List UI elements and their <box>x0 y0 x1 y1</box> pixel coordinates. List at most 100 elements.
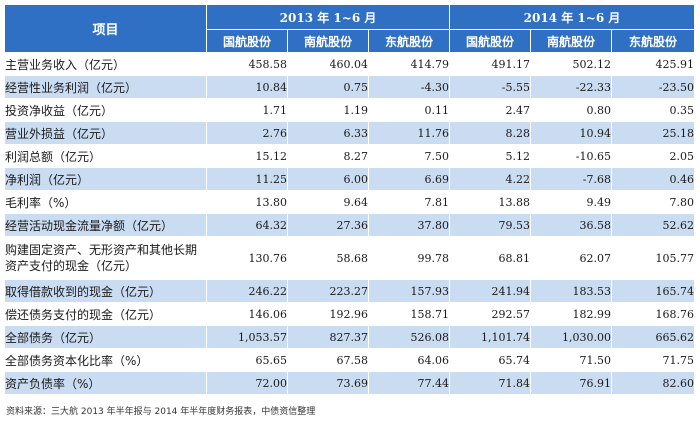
table-cell: 2.47 <box>449 98 531 122</box>
table-cell: 1,030.00 <box>530 325 612 349</box>
table-cell: 1,053.57 <box>206 325 288 349</box>
table-cell: 827.37 <box>287 325 369 349</box>
table-row: 净利润（亿元） 11.25 6.00 6.69 4.22 -7.68 0.46 <box>4 167 695 191</box>
table-cell: -5.55 <box>449 75 531 99</box>
row-label: 毛利率（%） <box>4 190 207 214</box>
table-cell: 71.50 <box>530 348 612 372</box>
table-cell: 4.22 <box>449 167 531 191</box>
row-label: 主营业务收入（亿元） <box>4 52 207 76</box>
item-column-header: 项目 <box>4 4 207 53</box>
table-cell: 105.77 <box>611 236 695 280</box>
row-label: 经营活动现金流量净额（亿元） <box>4 213 207 237</box>
table-cell: 13.88 <box>449 190 531 214</box>
table-cell: 7.50 <box>368 144 450 168</box>
table-cell: 2.05 <box>611 144 695 168</box>
table-cell: 460.04 <box>287 52 369 76</box>
table-cell: 82.60 <box>611 371 695 395</box>
table-cell: 71.84 <box>449 371 531 395</box>
table-cell: 1.71 <box>206 98 288 122</box>
company-header-air-china-2014: 国航股份 <box>449 29 531 53</box>
table-cell: 157.93 <box>368 279 450 303</box>
table-cell: 6.69 <box>368 167 450 191</box>
table-cell: 246.22 <box>206 279 288 303</box>
table-cell: 8.27 <box>287 144 369 168</box>
row-label: 全部债务（亿元） <box>4 325 207 349</box>
table-cell: 15.12 <box>206 144 288 168</box>
table-row: 利润总额（亿元） 15.12 8.27 7.50 5.12 -10.65 2.05 <box>4 144 695 168</box>
row-label: 全部债务资本化比率（%） <box>4 348 207 372</box>
table-cell: 72.00 <box>206 371 288 395</box>
table-row: 投资净收益（亿元） 1.71 1.19 0.11 2.47 0.80 0.35 <box>4 98 695 122</box>
row-label: 取得借款收到的现金（亿元） <box>4 279 207 303</box>
table-cell: 414.79 <box>368 52 450 76</box>
financial-comparison-table: 项目 2013 年 1~6 月 2014 年 1~6 月 国航股份 南航股份 东… <box>4 4 695 395</box>
table-cell: -4.30 <box>368 75 450 99</box>
company-header-china-southern-2013: 南航股份 <box>287 29 369 53</box>
table-cell: 5.12 <box>449 144 531 168</box>
table-cell: 146.06 <box>206 302 288 326</box>
row-label: 净利润（亿元） <box>4 167 207 191</box>
table-row: 毛利率（%） 13.80 9.64 7.81 13.88 9.49 7.80 <box>4 190 695 214</box>
table-cell: 1,101.74 <box>449 325 531 349</box>
table-row: 全部债务（亿元） 1,053.57 827.37 526.08 1,101.74 1,03… <box>4 325 695 349</box>
table-row: 全部债务资本化比率（%） 65.65 67.58 64.06 65.74 71.50 71.… <box>4 348 695 372</box>
table-cell: 68.81 <box>449 236 531 280</box>
period-header-2014: 2014 年 1~6 月 <box>449 4 695 30</box>
table-cell: 458.58 <box>206 52 288 76</box>
table-cell: 1.19 <box>287 98 369 122</box>
table-cell: 64.32 <box>206 213 288 237</box>
table-cell: 76.91 <box>530 371 612 395</box>
table-cell: 36.58 <box>530 213 612 237</box>
row-label: 营业外损益（亿元） <box>4 121 207 145</box>
row-label: 购建固定资产、无形资产和其他长期资产支付的现金（亿元） <box>4 236 207 280</box>
table-cell: 7.80 <box>611 190 695 214</box>
row-label: 资产负债率（%） <box>4 371 207 395</box>
table-cell: 0.75 <box>287 75 369 99</box>
table-cell: 9.64 <box>287 190 369 214</box>
table-cell: 502.12 <box>530 52 612 76</box>
table-cell: 192.96 <box>287 302 369 326</box>
table-cell: 10.94 <box>530 121 612 145</box>
table-cell: 58.68 <box>287 236 369 280</box>
table-cell: 79.53 <box>449 213 531 237</box>
table-cell: 64.06 <box>368 348 450 372</box>
company-header-china-eastern-2014: 东航股份 <box>611 29 695 53</box>
row-label: 经营性业务利润（亿元） <box>4 75 207 99</box>
table-cell: 52.62 <box>611 213 695 237</box>
table-cell: 11.25 <box>206 167 288 191</box>
table-row: 资产负债率（%） 72.00 73.69 77.44 71.84 76.91 82.60 <box>4 371 695 395</box>
table-cell: 71.75 <box>611 348 695 372</box>
table-cell: 27.36 <box>287 213 369 237</box>
table-row: 经营性业务利润（亿元） 10.84 0.75 -4.30 -5.55 -22.33 -23.… <box>4 75 695 99</box>
table-row: 主营业务收入（亿元） 458.58 460.04 414.79 491.17 502.12… <box>4 52 695 76</box>
company-header-china-southern-2014: 南航股份 <box>530 29 612 53</box>
table-cell: 491.17 <box>449 52 531 76</box>
table-row: 经营活动现金流量净额（亿元） 64.32 27.36 37.80 79.53 36.58 5… <box>4 213 695 237</box>
table-cell: 0.11 <box>368 98 450 122</box>
table-cell: 0.80 <box>530 98 612 122</box>
table-cell: 182.99 <box>530 302 612 326</box>
table-cell: 13.80 <box>206 190 288 214</box>
table-cell: 183.53 <box>530 279 612 303</box>
table-cell: 165.74 <box>611 279 695 303</box>
table-cell: 8.28 <box>449 121 531 145</box>
row-label: 偿还债务支付的现金（亿元） <box>4 302 207 326</box>
row-label: 利润总额（亿元） <box>4 144 207 168</box>
table-cell: 65.65 <box>206 348 288 372</box>
table-cell: 11.76 <box>368 121 450 145</box>
table-cell: 241.94 <box>449 279 531 303</box>
table-cell: 0.46 <box>611 167 695 191</box>
table-cell: 168.76 <box>611 302 695 326</box>
table-cell: 223.27 <box>287 279 369 303</box>
company-header-air-china-2013: 国航股份 <box>206 29 288 53</box>
table-row: 购建固定资产、无形资产和其他长期资产支付的现金（亿元） 130.76 58.68 99… <box>4 236 695 280</box>
table-cell: 10.84 <box>206 75 288 99</box>
table-cell: 9.49 <box>530 190 612 214</box>
table-cell: 62.07 <box>530 236 612 280</box>
table-cell: 65.74 <box>449 348 531 372</box>
table-cell: -7.68 <box>530 167 612 191</box>
table-cell: 526.08 <box>368 325 450 349</box>
table-cell: 665.62 <box>611 325 695 349</box>
table-cell: -22.33 <box>530 75 612 99</box>
table-cell: 0.35 <box>611 98 695 122</box>
